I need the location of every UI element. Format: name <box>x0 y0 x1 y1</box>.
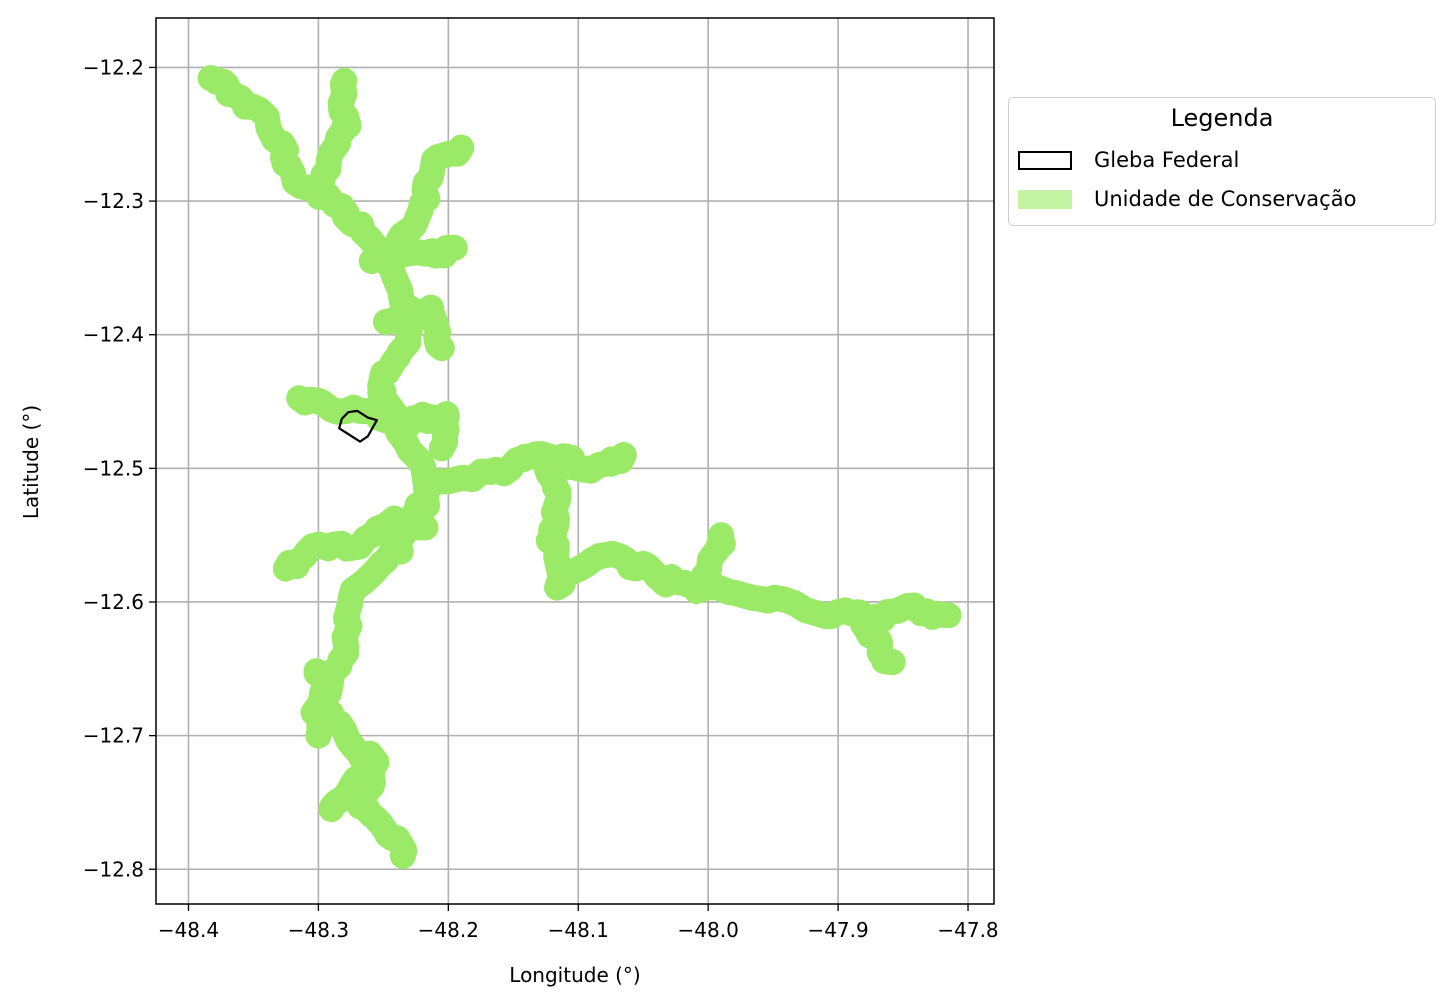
gleba-federal-layer <box>338 409 378 443</box>
conservation-unit-area <box>850 611 906 676</box>
conservation-unit-area <box>303 658 345 749</box>
legend-title: Legenda <box>1170 104 1274 132</box>
axis-ticks: −48.4 −48.3 −48.2 −48.1 −48.0 −47.9 −47.8 −12.2… <box>83 55 999 942</box>
legend-label-conservation: Unidade de Conservação <box>1094 187 1357 211</box>
conservation-unit-area <box>358 234 468 275</box>
x-tick-label: −48.3 <box>288 918 349 942</box>
conservation-unit-area <box>318 765 369 823</box>
y-tick-label: −12.6 <box>83 590 144 614</box>
x-tick-label: −48.0 <box>678 918 739 942</box>
x-tick-label: −48.4 <box>158 918 219 942</box>
y-axis-label: Latitude (°) <box>19 405 43 519</box>
conservation-unit-area <box>272 505 439 582</box>
y-tick-label: −12.7 <box>83 724 144 748</box>
y-tick-label: −12.8 <box>83 857 144 881</box>
x-tick-label: −47.8 <box>937 918 998 942</box>
gleba-federal-outline <box>338 409 378 443</box>
plot-frame <box>155 17 995 905</box>
y-tick-label: −12.5 <box>83 456 144 480</box>
gleba-outline-swatch <box>1018 150 1072 170</box>
conservation-unit-area <box>415 441 637 500</box>
conservation-fill-swatch <box>1018 189 1072 209</box>
legend-entry-conservation: Unidade de Conservação <box>1018 184 1356 214</box>
conservation-unit-area <box>372 294 455 362</box>
conservation-unit-area <box>286 385 460 462</box>
y-tick-label: −12.4 <box>83 323 144 347</box>
legend-label-gleba: Gleba Federal <box>1094 148 1240 172</box>
conservation-unit-area <box>690 522 736 600</box>
conservation-unit-layer <box>197 65 962 869</box>
conservation-unit-area <box>533 454 962 632</box>
conservation-unit-area <box>306 67 362 211</box>
x-tick-label: −48.1 <box>548 918 609 942</box>
x-tick-label: −48.2 <box>418 918 479 942</box>
x-tick-label: −47.9 <box>807 918 868 942</box>
y-tick-label: −12.3 <box>83 189 144 213</box>
grid-lines <box>156 18 994 904</box>
conservation-unit-area <box>385 134 475 255</box>
legend: Legenda Gleba Federal Unidade de Conserv… <box>1008 97 1436 226</box>
legend-entry-gleba: Gleba Federal <box>1018 145 1239 175</box>
x-axis-label: Longitude (°) <box>509 963 640 987</box>
y-tick-label: −12.2 <box>83 55 144 79</box>
